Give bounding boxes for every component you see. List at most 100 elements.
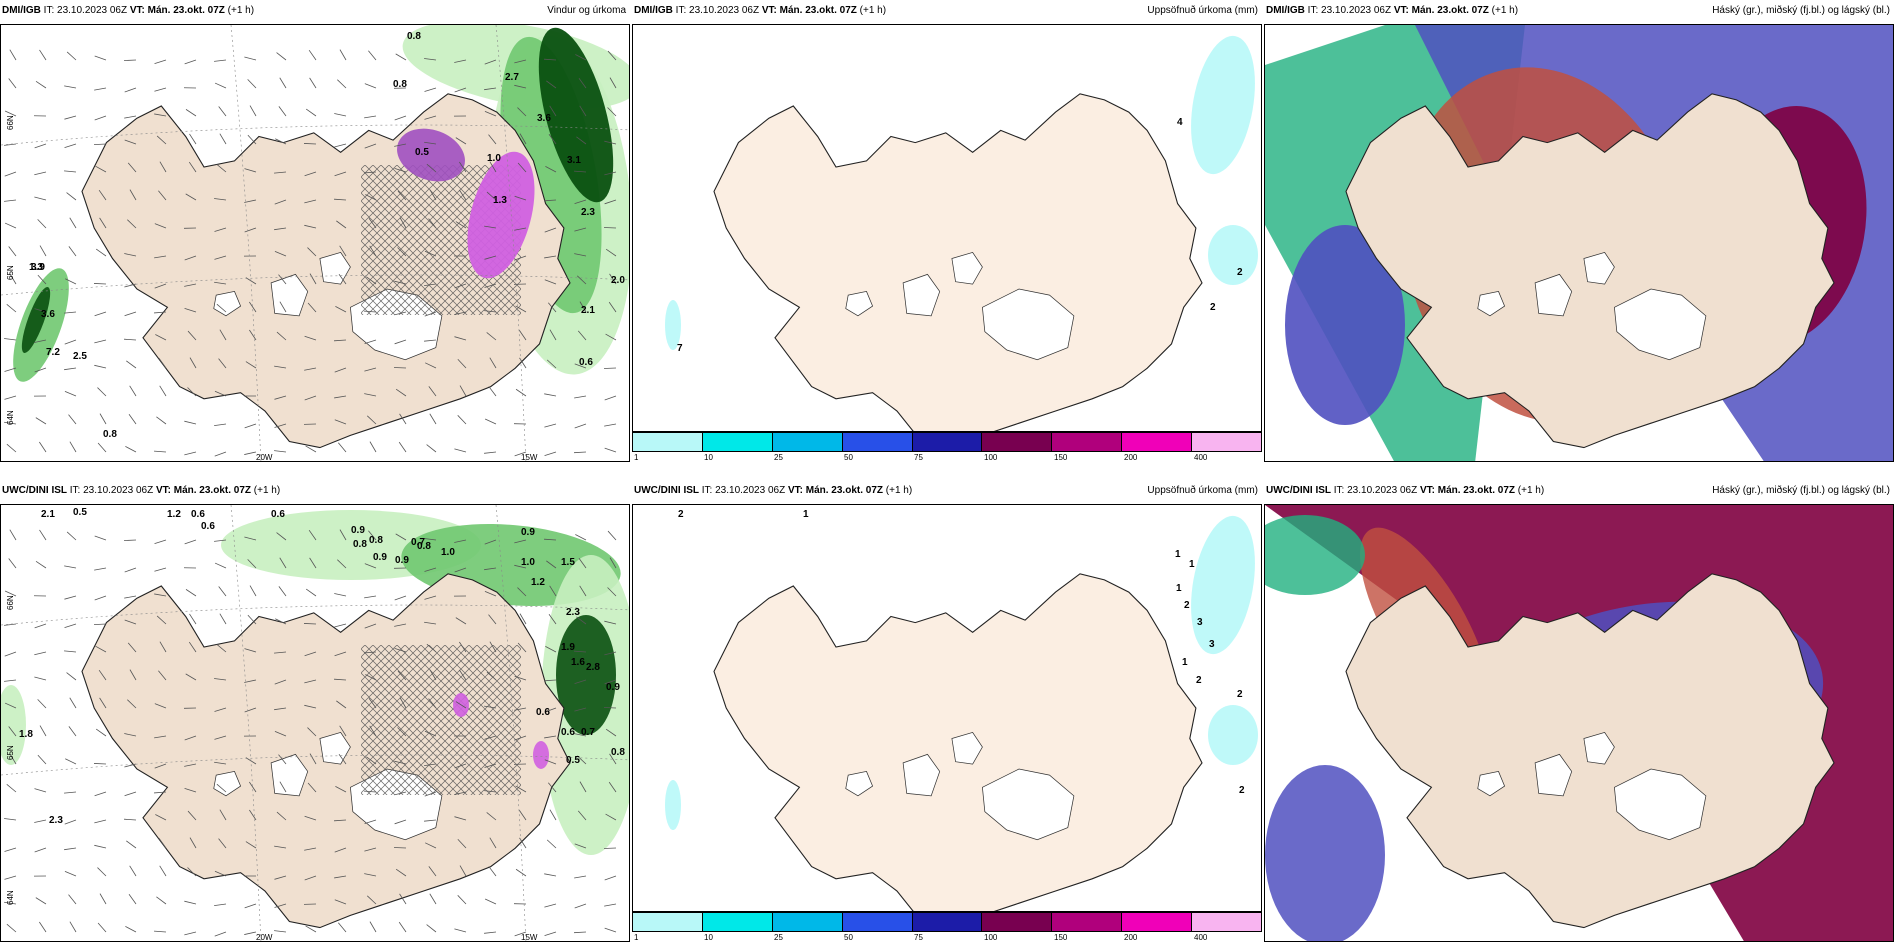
wind-barb: [65, 278, 77, 285]
wind-barb: [4, 367, 17, 372]
precip-value-label: 0.8: [393, 79, 407, 90]
wind-barb: [544, 538, 557, 541]
wind-barb: [304, 875, 317, 881]
glacier: [1477, 291, 1506, 317]
wind-barb: [4, 338, 17, 341]
wind-barb: [548, 134, 557, 145]
precip-value-label: 1.3: [29, 262, 43, 273]
wind-barb: [457, 895, 467, 905]
wind-barb: [484, 898, 497, 905]
wind-barb: [124, 595, 137, 599]
wind-barb: [368, 530, 377, 541]
legend-tick-label: 400: [1194, 933, 1208, 942]
wind-barb: [244, 227, 257, 233]
wind-barb: [546, 359, 557, 369]
wind-barb: [424, 283, 437, 286]
wind-barb: [214, 59, 227, 62]
wind-barb: [304, 395, 317, 401]
wind-barb: [369, 725, 377, 737]
panel-header: DMI/IGB IT: 23.10.2023 06Z VT: Mán. 23.o…: [0, 0, 630, 22]
wind-barb: [428, 866, 437, 877]
wind-barb: [154, 113, 167, 117]
wind-barb: [484, 310, 497, 313]
wind-barb: [214, 707, 227, 712]
wind-barb: [364, 563, 377, 569]
wind-barb: [577, 810, 587, 821]
wind-barb: [424, 819, 437, 822]
wind-barb: [335, 786, 347, 793]
wind-barb: [97, 867, 107, 877]
wind-barb: [366, 276, 377, 285]
wind-barb: [549, 585, 557, 597]
wind-barb: [124, 283, 137, 288]
wind-barb: [64, 339, 77, 345]
accum-value-label: 7: [677, 343, 683, 354]
wind-barb: [124, 115, 137, 119]
glacier: [1583, 731, 1615, 765]
legend-swatch: [912, 433, 983, 451]
wind-barb: [334, 367, 347, 373]
wind-barb: [126, 360, 137, 369]
accum-value-label: 2: [1210, 302, 1216, 313]
wind-barb: [6, 304, 17, 313]
precip-value-label: 1.5: [561, 557, 575, 568]
wind-barb: [548, 614, 557, 625]
legend-tick-label: 10: [704, 933, 713, 942]
panel-clouds-dmi: DMI/IGB IT: 23.10.2023 06Z VT: Mán. 23.o…: [1264, 0, 1894, 462]
wind-barb: [93, 283, 107, 285]
wind-barb: [64, 650, 77, 653]
wind-barb: [184, 283, 197, 287]
wind-barb: [484, 225, 497, 229]
accum-value-label: 3: [1209, 639, 1215, 650]
wind-barb: [124, 818, 137, 821]
graticule: [1, 505, 629, 941]
wind-barb: [39, 529, 47, 541]
wind-barb: [124, 619, 137, 625]
wind-barb: [428, 218, 437, 229]
wind-barb: [424, 730, 437, 737]
wind-barb: [484, 59, 497, 65]
wind-barb: [517, 162, 527, 173]
panel-title: Uppsöfnuð úrkoma (mm): [1147, 5, 1258, 16]
wind-barb: [64, 115, 77, 120]
wind-barb: [484, 931, 497, 934]
legend-colorbar: [632, 912, 1262, 932]
precip-value-label: 0.7: [411, 537, 425, 548]
wind-barb: [489, 161, 497, 173]
wind-barb: [339, 529, 347, 541]
precip-value-label: 1.0: [487, 153, 501, 164]
accum-value-label: 4: [1177, 117, 1183, 128]
wind-barb: [187, 330, 197, 341]
wind-barb: [307, 727, 317, 737]
wind-barb: [364, 847, 377, 852]
lat-label: 66N: [6, 595, 15, 610]
wind-barb: [66, 672, 77, 681]
precip-area: [21, 286, 51, 354]
wind-barb: [335, 306, 347, 313]
wind-barb: [366, 415, 377, 425]
wind-barb: [94, 819, 107, 824]
glacier: [902, 753, 941, 797]
wind-barb: [544, 279, 557, 285]
wind-barb: [279, 301, 287, 313]
precip-value-label: 0.6: [579, 357, 593, 368]
wind-barb: [64, 623, 77, 628]
wind-barb: [519, 133, 527, 145]
it-value: 23.10.2023 06Z: [83, 485, 154, 496]
legend-swatch: [702, 913, 773, 931]
wind-barb: [514, 451, 527, 457]
wind-barb: [37, 274, 47, 285]
precip-value-label: 7.2: [46, 347, 60, 358]
wind-barb: [66, 531, 77, 541]
wind-barb: [394, 339, 407, 345]
wind-barb: [309, 273, 317, 285]
wind-barb: [129, 669, 137, 681]
glacier: [1583, 251, 1615, 285]
wind-barb: [6, 784, 17, 793]
wind-barb: [93, 623, 107, 626]
wind-barb: [214, 451, 227, 457]
wind-barb: [98, 669, 107, 681]
legend-tick-label: 50: [844, 453, 853, 462]
wind-barb: [93, 143, 107, 146]
wind-barb: [304, 651, 317, 657]
